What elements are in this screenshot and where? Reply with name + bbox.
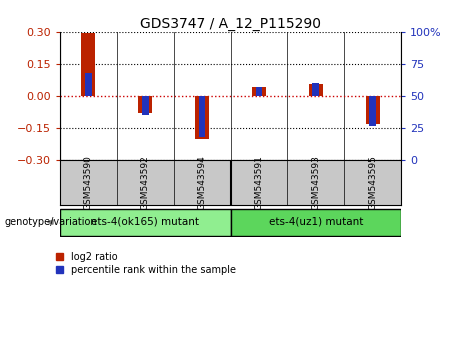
Legend: log2 ratio, percentile rank within the sample: log2 ratio, percentile rank within the s… <box>56 252 236 275</box>
Bar <box>252 87 266 96</box>
Bar <box>85 73 92 96</box>
Bar <box>369 96 376 126</box>
Bar <box>81 33 95 96</box>
Bar <box>309 84 323 96</box>
Text: GSM543590: GSM543590 <box>84 155 93 210</box>
Text: GSM543594: GSM543594 <box>198 155 207 210</box>
Text: GSM543593: GSM543593 <box>311 155 320 210</box>
Text: GSM543595: GSM543595 <box>368 155 377 210</box>
FancyBboxPatch shape <box>230 209 401 236</box>
Text: ets-4(uz1) mutant: ets-4(uz1) mutant <box>269 217 363 227</box>
Text: GSM543592: GSM543592 <box>141 155 150 210</box>
Bar <box>313 83 319 96</box>
Text: genotype/variation: genotype/variation <box>5 217 97 227</box>
Bar <box>255 87 262 96</box>
Bar <box>366 96 380 124</box>
Bar <box>138 96 152 113</box>
Bar <box>195 96 209 139</box>
Bar <box>199 96 206 137</box>
Text: GSM543591: GSM543591 <box>254 155 263 210</box>
FancyBboxPatch shape <box>60 209 230 236</box>
Title: GDS3747 / A_12_P115290: GDS3747 / A_12_P115290 <box>140 17 321 31</box>
Bar <box>142 96 148 115</box>
Text: ets-4(ok165) mutant: ets-4(ok165) mutant <box>91 217 199 227</box>
